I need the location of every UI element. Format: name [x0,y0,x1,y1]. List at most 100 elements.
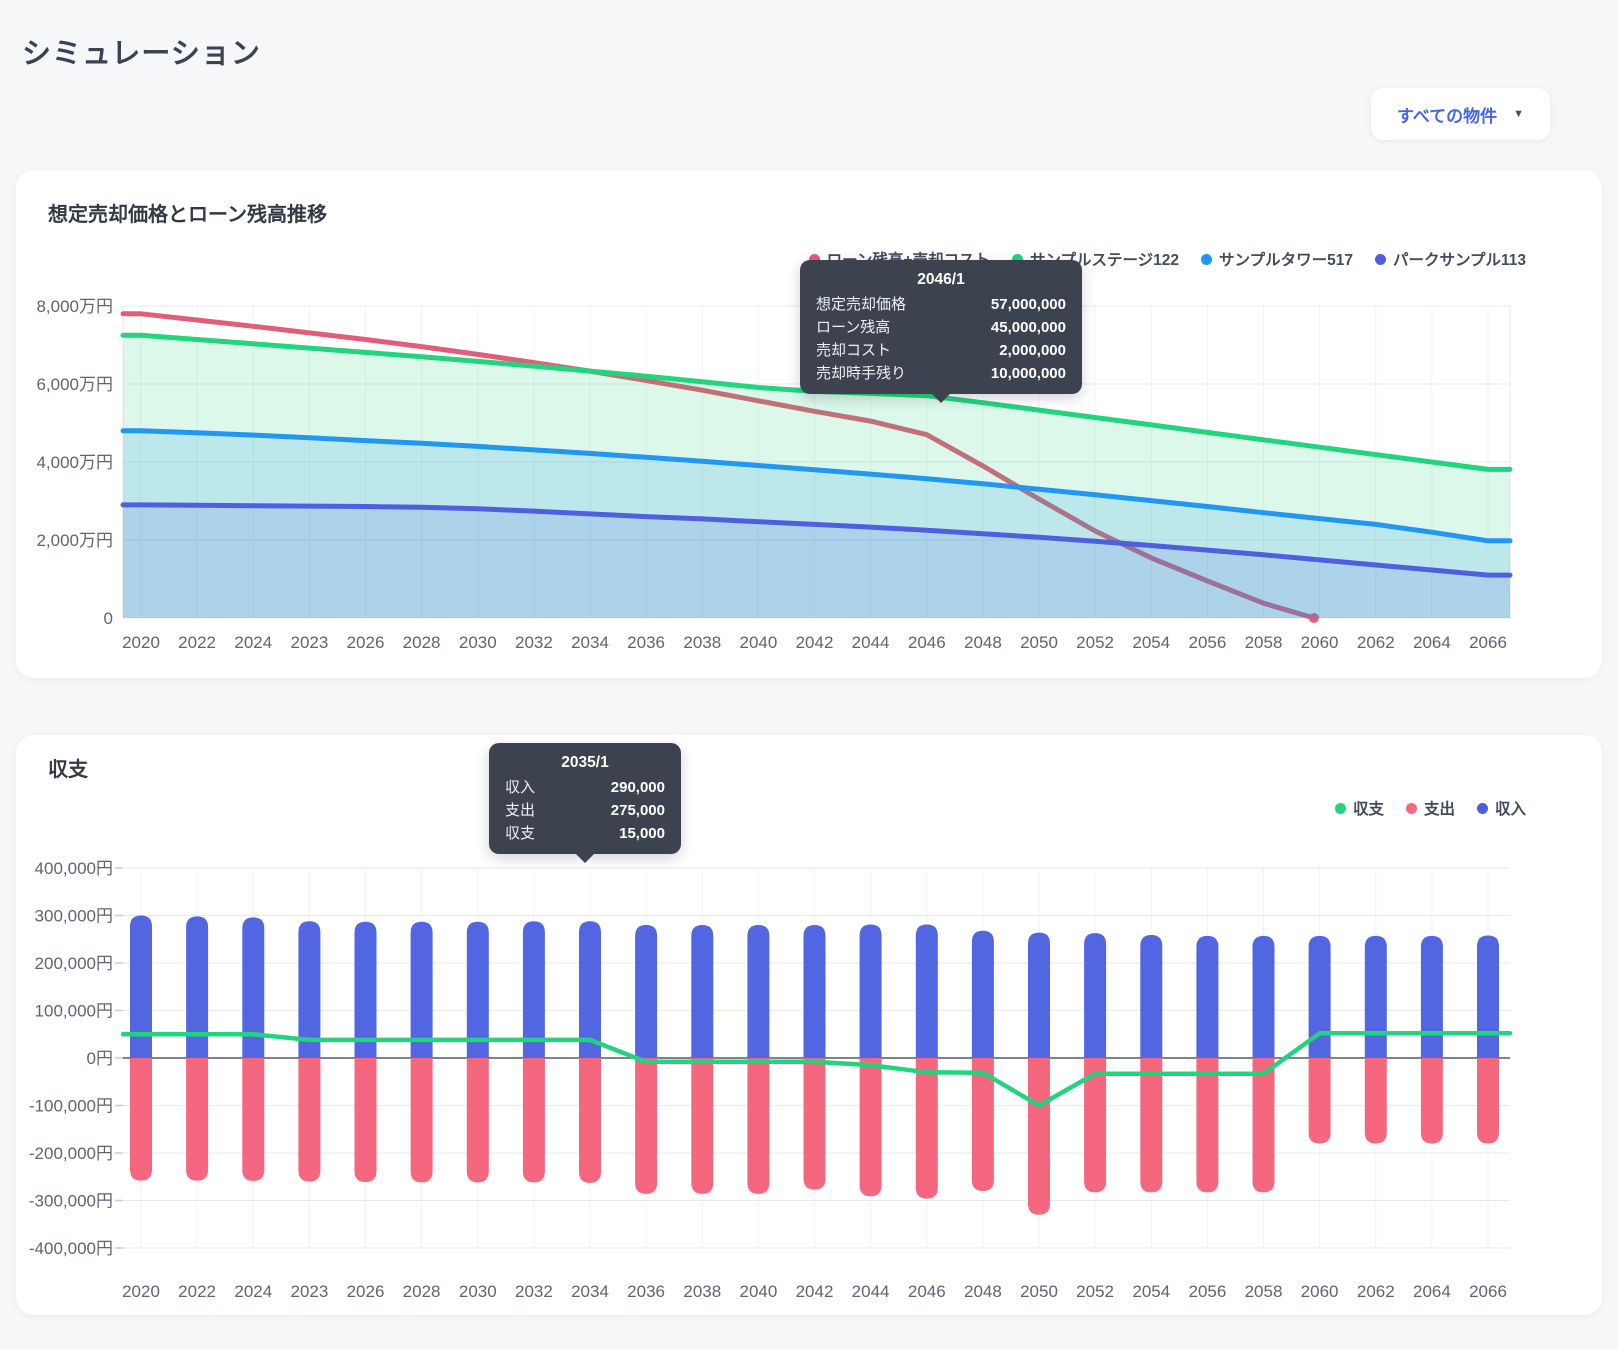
legend-label: 支出 [1423,801,1455,818]
x-tick-label: 2020 [122,1282,160,1301]
legend-label: 収入 [1494,801,1526,818]
x-tick-label: 2034 [571,1282,609,1301]
x-tick-label: 2044 [852,633,890,652]
x-tick-label: 2034 [571,633,609,652]
legend-dot-icon [1334,802,1346,814]
y-tick-label: 400,000円 [35,859,113,878]
tooltip-date: 2046/1 [917,271,965,288]
income-bar [242,917,265,1058]
cashflow-tooltip: 2035/1 収入 290,000 支出 275,000 収支 15,000 [489,743,681,863]
y-tick-label: 300,000円 [35,907,113,926]
tooltip-row: 想定売却価格 57,000,000 [816,293,1066,316]
x-tick-label: 2064 [1413,633,1451,652]
income-bar [579,921,601,1058]
y-tick-label: 8,000万円 [36,297,113,316]
income-bar [1252,935,1275,1058]
price-loan-card: 想定売却価格とローン残高推移 ローン残高+売却コストサンプルステージ122サンプ… [16,170,1602,678]
income-bar [803,925,826,1058]
tooltip-date: 2035/1 [561,754,609,771]
park-sample-113-series [120,502,1513,618]
legend-label: パークサンプル113 [1392,252,1526,269]
y-tick-label: 100,000円 [35,1002,113,1021]
price-loan-chart-title: 想定売却価格とローン残高推移 [48,204,327,226]
property-filter-dropdown[interactable]: すべての物件 ▼ [1370,88,1550,140]
x-tick-label: 2046 [908,1282,946,1301]
x-tick-label: 2050 [1020,633,1058,652]
tooltip-row-value: 45,000,000 [990,319,1066,336]
x-tick-label: 2030 [459,1282,497,1301]
income-bar [859,924,882,1058]
x-axis-labels: 2020 2022 2024 2023 2026 2028 2030 2032 2034 2036… [122,1282,1507,1301]
tooltip-row: 収支 15,000 [505,822,665,845]
expense-bar [859,1058,882,1197]
x-tick-label: 2032 [515,633,553,652]
expense-bar [410,1058,433,1183]
x-tick-label: 2038 [683,633,721,652]
income-bar [1364,935,1387,1058]
cashflow-chart-canvas[interactable]: 400,000円 300,000円 200,000円 100,000円 0円 -100,0… [16,820,1602,1310]
y-tick-label: 6,000万円 [36,375,113,394]
x-tick-label: 2022 [178,633,216,652]
expense-bar [747,1058,770,1194]
expense-bar [298,1058,321,1182]
x-tick-label: 2032 [515,1282,553,1301]
price-loan-tooltip: 2046/1 想定売却価格 57,000,000 ローン残高 45,000,000 売却コ… [800,260,1082,403]
x-tick-label: 2066 [1469,1282,1507,1301]
legend-item[interactable]: 支出 [1405,797,1455,819]
x-tick-label: 2020 [122,633,160,652]
tooltip-row: 支出 275,000 [505,799,665,822]
tooltip-row-value: 290,000 [610,779,665,796]
tooltip-row-value: 10,000,000 [990,365,1066,382]
income-bar [1084,933,1107,1058]
expense-bar [466,1058,489,1183]
income-bar [410,921,433,1058]
tooltip-row-label: 売却コスト [816,342,892,359]
x-tick-label: 2060 [1301,633,1339,652]
expense-bar [1084,1058,1107,1193]
x-tick-label: 2066 [1469,633,1507,652]
expense-bar [1308,1058,1331,1144]
balance-line [120,1031,1513,1108]
tooltip-row-label: 収支 [505,825,536,842]
income-bar [1140,935,1163,1058]
expense-bar [242,1058,265,1181]
income-bar [971,930,994,1058]
x-tick-label: 2026 [347,633,385,652]
y-tick-label: 0 [104,609,113,628]
x-tick-label: 2030 [459,633,497,652]
x-tick-label: 2050 [1020,1282,1058,1301]
income-bar [354,921,377,1058]
x-tick-label: 2023 [290,633,328,652]
income-bar [1308,935,1331,1058]
tooltip-row-value: 15,000 [619,825,665,842]
expense-bar [803,1058,826,1190]
x-tick-label: 2044 [852,1282,890,1301]
expense-bar [691,1058,714,1194]
legend-dot-icon [1011,253,1023,265]
income-bars [130,915,1499,1058]
legend-item[interactable]: パークサンプル113 [1374,248,1526,270]
x-tick-label: 2052 [1076,1282,1114,1301]
tooltip-row: ローン残高 45,000,000 [816,316,1066,339]
y-tick-label: -200,000円 [29,1144,113,1163]
expense-bar [354,1058,377,1182]
expense-bar [1196,1058,1219,1193]
legend-item[interactable]: 収支 [1334,797,1384,819]
x-tick-label: 2026 [347,1282,385,1301]
tooltip-row-label: 想定売却価格 [816,296,907,313]
tooltip-row-value: 275,000 [610,802,665,819]
legend-item[interactable]: 収入 [1476,797,1526,819]
income-bar [298,921,321,1058]
page-title: シミュレーション [22,38,261,70]
income-bar [1028,932,1050,1058]
x-tick-label: 2062 [1357,1282,1395,1301]
expense-bar [1140,1058,1163,1193]
y-tick-label: 200,000円 [35,954,113,973]
income-bar [522,921,545,1058]
x-tick-label: 2040 [739,633,777,652]
chevron-down-icon: ▼ [1513,108,1524,120]
tooltip-row: 収入 290,000 [505,776,665,799]
legend-item[interactable]: サンプルタワー517 [1201,248,1353,270]
x-tick-label: 2048 [964,633,1002,652]
